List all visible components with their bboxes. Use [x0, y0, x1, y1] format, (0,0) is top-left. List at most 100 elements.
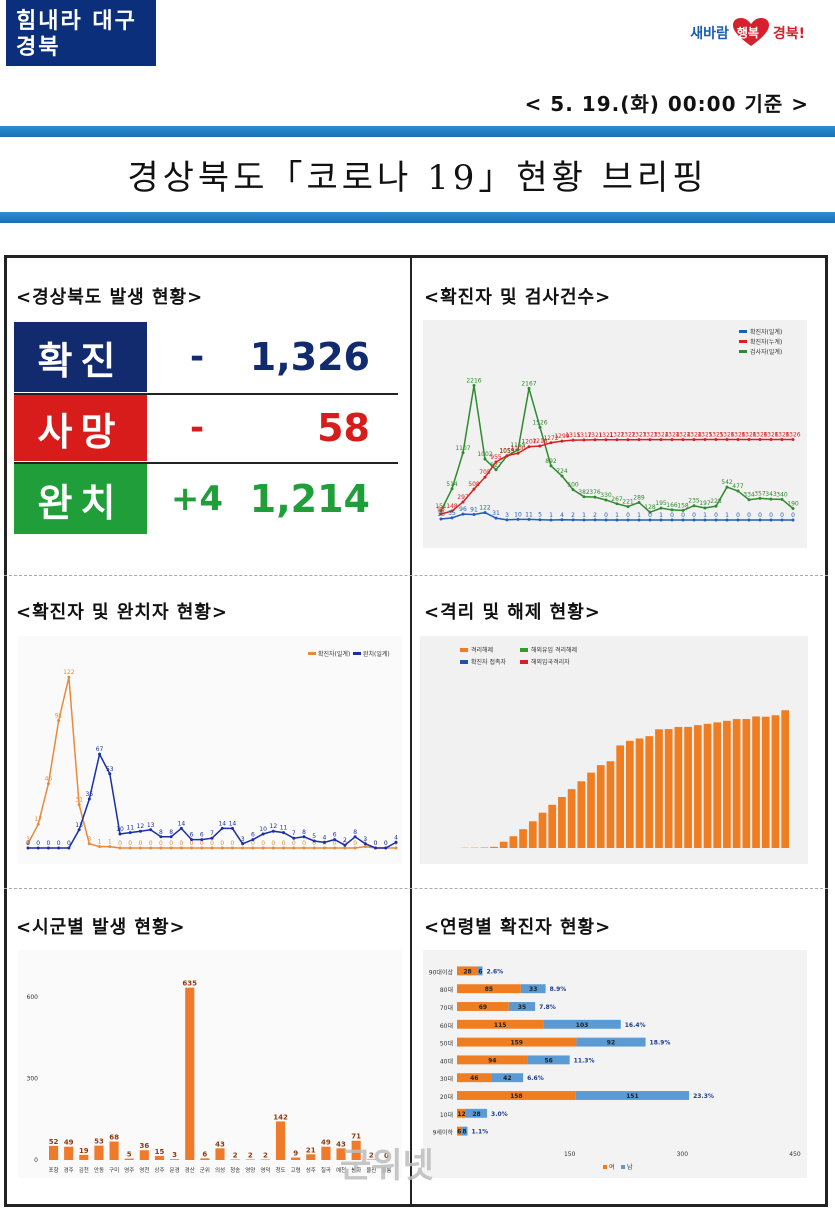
chart-tests-2-point — [736, 518, 740, 522]
chart-tests-2-point — [780, 518, 784, 522]
chart-recovered-1-label: 4 — [323, 834, 327, 841]
chart-recovered-1-point — [241, 842, 245, 846]
chart-city-bar — [291, 1157, 301, 1160]
chart-age-bar-female — [457, 1037, 577, 1047]
chart-city-bar — [64, 1146, 74, 1160]
chart-recovered-0-label: 0 — [261, 840, 265, 847]
chart-tests-0-label: 376 — [589, 489, 601, 496]
logo-left: 힘내라 대구경북 — [6, 0, 156, 66]
chart-age-bar-male — [461, 1126, 468, 1136]
chart-tests-1-label: 1321 — [587, 432, 602, 439]
chart-recovered-0-point — [241, 846, 245, 850]
chart-recovered-0-label: 0 — [169, 840, 173, 847]
chart-recovered-1-label: 13 — [75, 822, 83, 829]
chart-tests-1-point — [703, 438, 707, 442]
chart-tests-2-label: 31 — [492, 510, 500, 517]
chart-isolation-bar — [626, 740, 634, 848]
chart-tests-0-label: 166 — [666, 502, 678, 509]
chart-recovered-1-point — [374, 846, 378, 850]
chart-tests-2-label: 16 — [437, 511, 445, 518]
chart-tests-0-label: 724 — [556, 468, 568, 475]
chart-recovered-0-point — [312, 846, 316, 850]
chart-city-category-label: 칠곡 — [321, 1166, 331, 1174]
chart-tests-2-point — [560, 518, 564, 522]
chart-tests-0-point — [791, 506, 795, 510]
chart-recovered-1-label: 11 — [126, 825, 134, 832]
chart-recovered-0-label: 3 — [26, 836, 30, 843]
chart-age-percent: 6.6% — [527, 1075, 544, 1082]
chart-recovered-0-label: 0 — [179, 840, 183, 847]
chart-tests-1-label: 1324 — [686, 432, 701, 439]
chart-tests-2-label: 0 — [791, 512, 795, 519]
chart-recovered-0-label: 1 — [363, 839, 367, 846]
chart-recovered-0-label: 17 — [34, 816, 42, 823]
chart-recovered-1-label: 14 — [178, 820, 186, 827]
chart-tests-0-label: 289 — [633, 494, 645, 501]
chart-isolation-bar — [723, 720, 731, 848]
chart-tests-1-point — [659, 438, 663, 442]
chart-city-value-label: 52 — [49, 1138, 59, 1146]
chart-recovered-0-point — [98, 845, 102, 849]
chart-age-bar-male — [527, 1055, 570, 1065]
chart-tests-1-point — [582, 438, 586, 442]
chart-city-value-label: 49 — [64, 1139, 74, 1147]
divider-1 — [4, 575, 828, 576]
chart-recovered-1-label: 8 — [302, 829, 306, 836]
chart-city-value-label: 5 — [127, 1151, 132, 1159]
chart-recovered-0-label: 0 — [282, 840, 286, 847]
chart-age-category-label: 10대 — [440, 1111, 453, 1119]
chart-age-bar-male — [491, 1073, 524, 1083]
chart-age-value-female: 85 — [485, 986, 493, 993]
chart-recovered-0-point — [363, 845, 367, 849]
chart-age-percent: 18.9% — [650, 1040, 671, 1047]
chart-tests-1-label: 1317 — [576, 432, 591, 439]
chart-city-category-label: 봉화 — [351, 1167, 361, 1174]
chart-isolation-legend-label: 확진자 접촉자 — [471, 658, 507, 666]
logo-right-text-b: 행복 — [736, 26, 759, 40]
chart-tests-2-point — [637, 518, 641, 522]
chart-recovered-1-point — [67, 846, 71, 850]
chart-tests-2-point — [626, 518, 630, 522]
chart-tests-1-point — [725, 437, 729, 441]
chart-tests-0-line — [440, 385, 794, 514]
chart-recovered-0-point — [220, 846, 224, 850]
chart-city-category-label: 영주 — [124, 1166, 134, 1174]
chart-age-value-female: 158 — [510, 1093, 523, 1100]
chart-tests-legend-swatch — [739, 340, 747, 343]
chart-isolation-bar — [616, 745, 624, 848]
chart-recovered-1-point — [179, 826, 183, 830]
chart-tests-0-point — [725, 485, 729, 489]
chart-tests-2-label: 11 — [525, 511, 533, 518]
chart-tests-0-label: 500 — [567, 482, 579, 489]
chart-age-percent: 2.6% — [487, 968, 504, 975]
chart-recovered-1-point — [46, 846, 50, 850]
chart-city-category-label: 청송 — [230, 1166, 240, 1174]
chart-city-bar — [185, 987, 195, 1160]
chart-city-value-label: 71 — [351, 1133, 361, 1141]
chart-recovered-1-label: 0 — [47, 840, 51, 847]
chart-tests-0-point — [483, 457, 487, 461]
chart-tests-2-point — [714, 518, 718, 522]
chart-age-value-male: 151 — [626, 1093, 639, 1100]
chart-tests-1-point — [758, 437, 762, 441]
chart-tests-1-point — [494, 460, 498, 464]
chart-tests-0-point — [714, 504, 718, 508]
chart-city-bar — [245, 1159, 255, 1160]
chart-tests-0-point — [450, 487, 454, 491]
chart-tests-0-point — [769, 497, 773, 501]
chart-age-value-female: 69 — [479, 1004, 487, 1011]
chart-recovered-0-point — [57, 719, 61, 723]
chart-tests-2-point — [472, 512, 476, 516]
chart-tests-0-label: 2167 — [521, 380, 536, 387]
chart-tests-2-label: 122 — [479, 505, 491, 512]
chart-tests-1-point — [681, 438, 685, 442]
chart-age-bar-female — [457, 1126, 462, 1136]
chart-tests-0-label: 514 — [446, 481, 458, 488]
chart-tests-0-label: 334 — [743, 492, 755, 499]
chart-city-category-label: 경산 — [185, 1166, 195, 1174]
chart-recovered-0-point — [138, 846, 142, 850]
stat-row-deaths: 사망 - 58 — [14, 395, 398, 461]
chart-tests-1-label: 1326 — [763, 431, 778, 438]
chart-recovered-1-label: 8 — [169, 829, 173, 836]
chart-tests-0-point — [582, 495, 586, 499]
